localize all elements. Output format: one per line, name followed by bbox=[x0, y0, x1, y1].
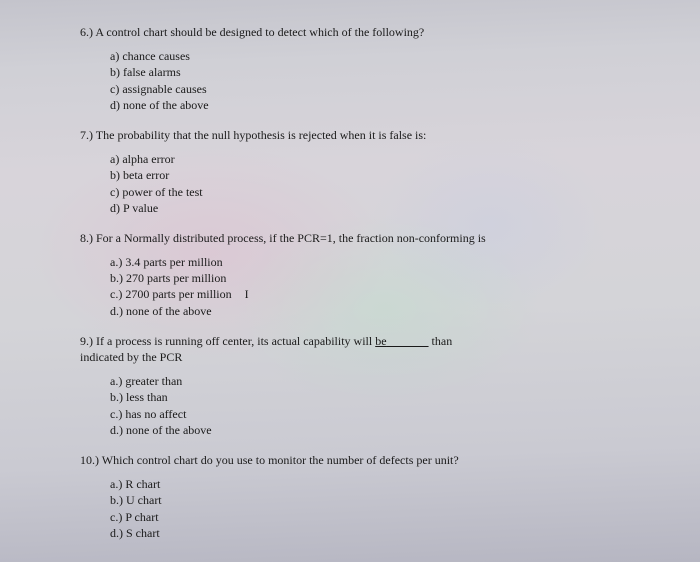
question-9: 9.) If a process is running off center, … bbox=[80, 333, 620, 438]
option-c: c.) P chart bbox=[110, 509, 620, 525]
option-d: d) none of the above bbox=[110, 97, 620, 113]
question-body: The probability that the null hypothesis… bbox=[96, 128, 427, 142]
option-b: b.) 270 parts per million bbox=[110, 270, 620, 286]
question-text: 10.) Which control chart do you use to m… bbox=[80, 452, 620, 468]
question-text: 7.) The probability that the null hypoth… bbox=[80, 127, 620, 143]
question-number: 6.) bbox=[80, 25, 93, 39]
question-number: 7.) bbox=[80, 128, 93, 142]
option-a: a.) 3.4 parts per million bbox=[110, 254, 620, 270]
question-body-mid: than bbox=[429, 334, 453, 348]
option-b: b) false alarms bbox=[110, 64, 620, 80]
question-number: 8.) bbox=[80, 231, 93, 245]
question-body: For a Normally distributed process, if t… bbox=[96, 231, 486, 245]
option-b: b) beta error bbox=[110, 167, 620, 183]
options-list: a.) 3.4 parts per million b.) 270 parts … bbox=[110, 254, 620, 319]
option-b: b.) U chart bbox=[110, 492, 620, 508]
question-text: 8.) For a Normally distributed process, … bbox=[80, 230, 620, 246]
option-c: c) power of the test bbox=[110, 184, 620, 200]
option-c: c) assignable causes bbox=[110, 81, 620, 97]
options-list: a) alpha error b) beta error c) power of… bbox=[110, 151, 620, 216]
question-8: 8.) For a Normally distributed process, … bbox=[80, 230, 620, 319]
option-d: d.) none of the above bbox=[110, 303, 620, 319]
option-d: d.) S chart bbox=[110, 525, 620, 541]
option-a: a.) R chart bbox=[110, 476, 620, 492]
question-body-pre: If a process is running off center, its … bbox=[96, 334, 375, 348]
question-body: A control chart should be designed to de… bbox=[95, 25, 424, 39]
question-10: 10.) Which control chart do you use to m… bbox=[80, 452, 620, 541]
blank-line bbox=[387, 334, 429, 348]
options-list: a.) R chart b.) U chart c.) P chart d.) … bbox=[110, 476, 620, 541]
question-6: 6.) A control chart should be designed t… bbox=[80, 24, 620, 113]
document-page: 6.) A control chart should be designed t… bbox=[0, 0, 700, 562]
options-list: a.) greater than b.) less than c.) has n… bbox=[110, 373, 620, 438]
option-a: a.) greater than bbox=[110, 373, 620, 389]
question-body-post: indicated by the PCR bbox=[80, 350, 182, 364]
option-d: d.) none of the above bbox=[110, 422, 620, 438]
question-number: 9.) bbox=[80, 334, 93, 348]
option-c-text: c.) 2700 parts per million bbox=[110, 287, 232, 301]
blank-word: be bbox=[375, 334, 386, 348]
question-text: 6.) A control chart should be designed t… bbox=[80, 24, 620, 40]
option-b: b.) less than bbox=[110, 389, 620, 405]
option-a: a) chance causes bbox=[110, 48, 620, 64]
question-body: Which control chart do you use to monito… bbox=[102, 453, 459, 467]
option-a: a) alpha error bbox=[110, 151, 620, 167]
question-text: 9.) If a process is running off center, … bbox=[80, 333, 620, 365]
option-c: c.) 2700 parts per million I bbox=[110, 286, 620, 302]
text-cursor-icon: I bbox=[245, 287, 249, 301]
question-number: 10.) bbox=[80, 453, 99, 467]
question-7: 7.) The probability that the null hypoth… bbox=[80, 127, 620, 216]
option-d: d) P value bbox=[110, 200, 620, 216]
option-c: c.) has no affect bbox=[110, 406, 620, 422]
options-list: a) chance causes b) false alarms c) assi… bbox=[110, 48, 620, 113]
